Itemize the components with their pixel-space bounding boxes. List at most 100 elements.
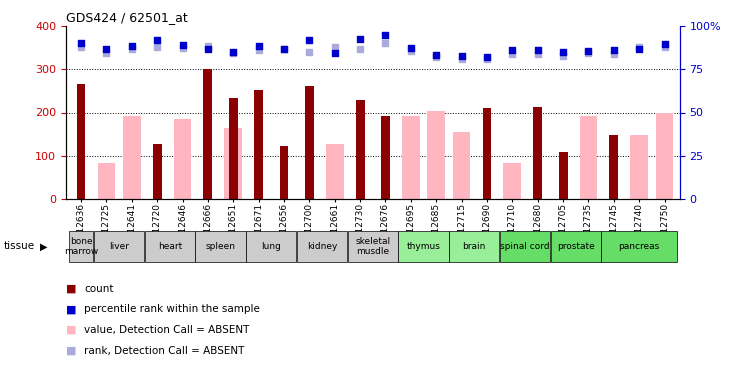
Point xyxy=(507,51,518,57)
Point xyxy=(202,46,213,52)
Text: bone
marrow: bone marrow xyxy=(64,237,98,256)
Text: pancreas: pancreas xyxy=(618,242,660,251)
Bar xyxy=(77,84,86,199)
Point xyxy=(303,49,315,55)
Point xyxy=(279,46,290,52)
Point xyxy=(151,38,163,44)
Point xyxy=(253,47,265,53)
Text: ■: ■ xyxy=(66,284,76,294)
Point xyxy=(532,47,544,53)
Point xyxy=(431,54,442,60)
Bar xyxy=(452,132,471,199)
Point xyxy=(75,40,87,46)
Point xyxy=(481,54,493,60)
Point xyxy=(633,44,645,50)
Bar xyxy=(246,231,297,262)
Point xyxy=(303,37,315,43)
Text: percentile rank within the sample: percentile rank within the sample xyxy=(84,304,260,314)
Point xyxy=(583,50,594,56)
Bar xyxy=(326,144,344,199)
Text: lung: lung xyxy=(262,242,281,251)
Text: spleen: spleen xyxy=(205,242,235,251)
Point xyxy=(431,52,442,58)
Point xyxy=(557,54,569,60)
Bar xyxy=(195,231,246,262)
Point xyxy=(532,51,544,57)
Bar xyxy=(297,231,347,262)
Bar xyxy=(153,144,162,199)
Point xyxy=(481,57,493,63)
Point xyxy=(126,43,137,49)
Bar xyxy=(305,86,314,199)
Point xyxy=(405,48,417,54)
Point xyxy=(227,50,239,56)
Point xyxy=(329,44,341,50)
Bar xyxy=(356,100,365,199)
Text: value, Detection Call = ABSENT: value, Detection Call = ABSENT xyxy=(84,325,249,335)
Point xyxy=(379,32,391,38)
Text: kidney: kidney xyxy=(307,242,337,251)
Text: prostate: prostate xyxy=(557,242,595,251)
Point xyxy=(202,43,213,49)
Text: count: count xyxy=(84,284,113,294)
Bar xyxy=(94,231,144,262)
Bar xyxy=(348,231,398,262)
Bar xyxy=(224,128,242,199)
Bar xyxy=(504,163,521,199)
Point xyxy=(455,57,467,63)
Point xyxy=(227,49,239,55)
Text: ▶: ▶ xyxy=(40,242,48,251)
Point xyxy=(253,43,265,49)
Point xyxy=(659,44,670,50)
Point xyxy=(355,46,366,52)
Point xyxy=(101,46,113,52)
Bar xyxy=(656,112,673,199)
Point xyxy=(177,45,189,51)
Bar xyxy=(203,69,212,199)
Text: GDS424 / 62501_at: GDS424 / 62501_at xyxy=(66,11,188,24)
Point xyxy=(659,41,670,47)
Point xyxy=(379,40,391,46)
Bar xyxy=(69,231,94,262)
Bar xyxy=(398,231,449,262)
Point xyxy=(455,54,467,60)
Point xyxy=(583,48,594,54)
Bar xyxy=(97,163,115,199)
Bar xyxy=(279,146,289,199)
Text: heart: heart xyxy=(158,242,182,251)
Bar xyxy=(145,231,195,262)
Text: ■: ■ xyxy=(66,346,76,355)
Point xyxy=(126,46,137,52)
Bar xyxy=(610,135,618,199)
Bar xyxy=(123,116,140,199)
Text: brain: brain xyxy=(463,242,486,251)
Point xyxy=(608,51,620,57)
Text: tissue: tissue xyxy=(4,242,35,251)
Point xyxy=(557,49,569,55)
Point xyxy=(608,47,620,53)
Point xyxy=(633,46,645,52)
Bar xyxy=(630,135,648,199)
Bar xyxy=(534,107,542,199)
Point xyxy=(329,50,341,56)
Text: skeletal
musdle: skeletal musdle xyxy=(355,237,390,256)
Point xyxy=(177,42,189,48)
Point xyxy=(507,47,518,53)
Bar xyxy=(449,231,499,262)
Bar xyxy=(550,231,601,262)
Text: ■: ■ xyxy=(66,304,76,314)
Point xyxy=(75,44,87,50)
Bar xyxy=(500,231,550,262)
Point xyxy=(405,45,417,51)
Bar xyxy=(174,119,192,199)
Point xyxy=(101,50,113,56)
Bar xyxy=(482,108,491,199)
Bar xyxy=(254,90,263,199)
Text: spinal cord: spinal cord xyxy=(500,242,550,251)
Text: thymus: thymus xyxy=(406,242,441,251)
Bar xyxy=(229,98,238,199)
Text: liver: liver xyxy=(109,242,129,251)
Point xyxy=(355,36,366,42)
Text: rank, Detection Call = ABSENT: rank, Detection Call = ABSENT xyxy=(84,346,244,355)
Bar xyxy=(580,116,597,199)
